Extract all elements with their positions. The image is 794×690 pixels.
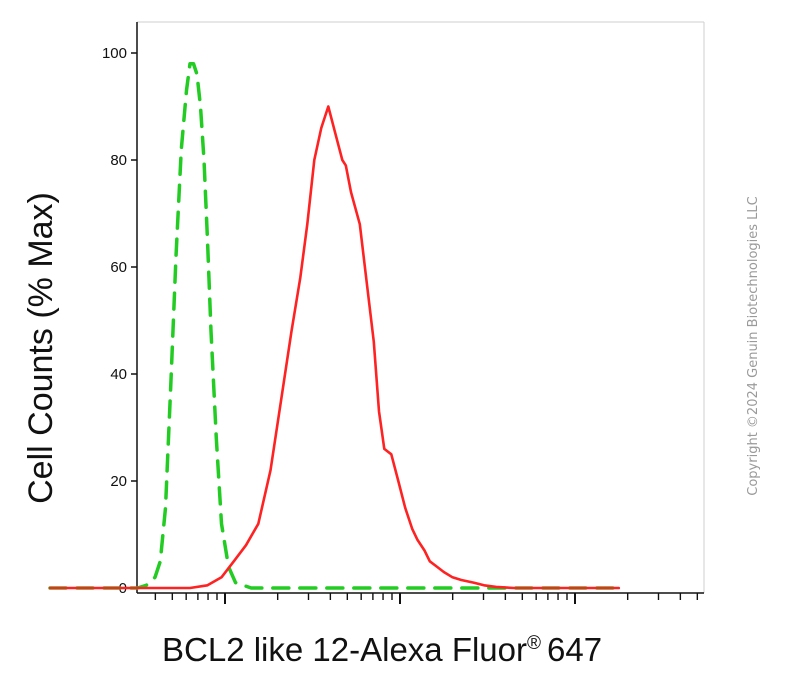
- series-layer: [48, 61, 621, 590]
- y-tick-label: 80: [110, 152, 127, 169]
- y-axis-title: Cell Counts (% Max): [22, 192, 60, 504]
- x-axis-title-main: BCL2 like 12-Alexa Fluor: [162, 631, 527, 668]
- registered-mark: ®: [527, 633, 541, 654]
- plot-frame: [136, 21, 705, 594]
- y-tick-label: 60: [110, 259, 127, 276]
- series-2-solid-line: [48, 105, 621, 590]
- y-tick-label: 20: [110, 473, 127, 490]
- copyright-watermark: Copyright ©2024 Genuin Biotechnologies L…: [746, 196, 761, 495]
- y-tick-label: 100: [102, 45, 127, 62]
- x-axis-title: BCL2 like 12-Alexa Fluor® 647: [162, 631, 602, 668]
- y-tick-label: 40: [110, 366, 127, 383]
- series-1-dashed-line: [48, 61, 621, 590]
- x-axis-title-suffix: 647: [547, 631, 602, 668]
- x-axis: [154, 593, 699, 604]
